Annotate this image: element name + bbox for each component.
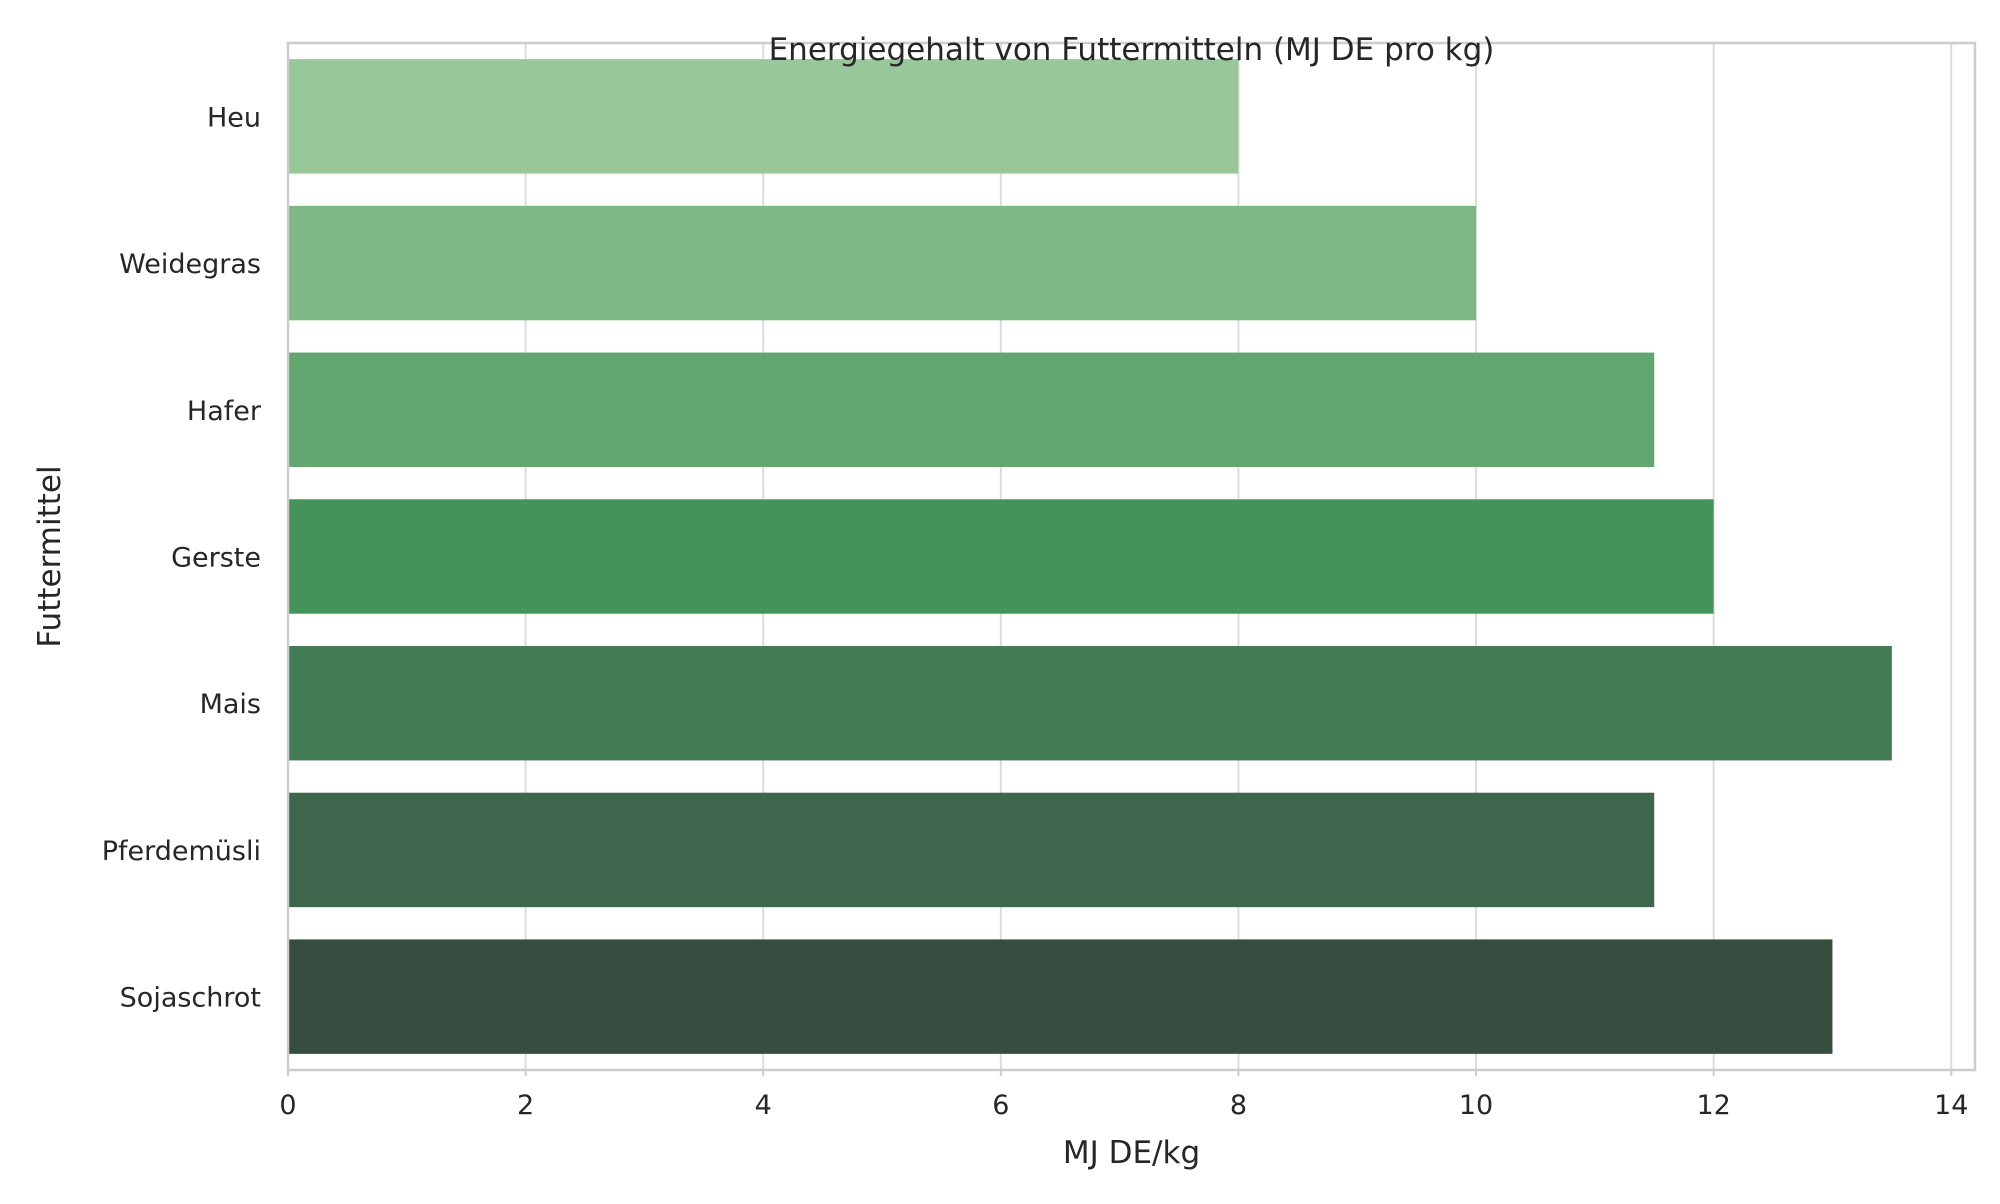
bar-mais (288, 645, 1892, 761)
y-category-label: Pferdemüsli (102, 836, 261, 867)
bar-pferdemüsli (288, 792, 1655, 908)
chart-title: Energiegehalt von Futtermitteln (MJ DE p… (769, 32, 1495, 68)
x-tick-label: 2 (517, 1090, 534, 1121)
y-axis-categories: Heu Weidegras Hafer Gerste Mais Pferdemüsli So… (102, 102, 262, 1013)
x-tick-label: 12 (1696, 1090, 1730, 1121)
x-tick-label: 8 (1230, 1090, 1247, 1121)
y-axis-label: Futtermittel (32, 465, 68, 647)
y-category-label: Mais (200, 689, 261, 720)
bar-heu (288, 59, 1239, 174)
y-category-label: Gerste (171, 543, 261, 574)
y-category-label: Weidegras (119, 249, 261, 280)
x-tick-label: 14 (1934, 1090, 1968, 1121)
bar-hafer (288, 352, 1655, 468)
bar-sojaschrot (288, 939, 1833, 1054)
plot-frame (286, 41, 1977, 1072)
y-category-label: Sojaschrot (120, 983, 261, 1014)
y-category-label: Hafer (187, 396, 262, 427)
x-tick-label: 6 (992, 1090, 1009, 1121)
x-axis-ticks: 0 2 4 6 8 10 12 14 (279, 1070, 1968, 1121)
x-tick-label: 0 (279, 1090, 296, 1121)
bar-gerste (288, 499, 1714, 614)
bar-weidegras (288, 205, 1477, 321)
bars (288, 59, 1892, 1054)
y-category-label: Heu (207, 102, 261, 133)
x-axis-label: MJ DE/kg (1063, 1135, 1200, 1171)
x-tick-label: 10 (1459, 1090, 1493, 1121)
x-tick-label: 4 (755, 1090, 772, 1121)
